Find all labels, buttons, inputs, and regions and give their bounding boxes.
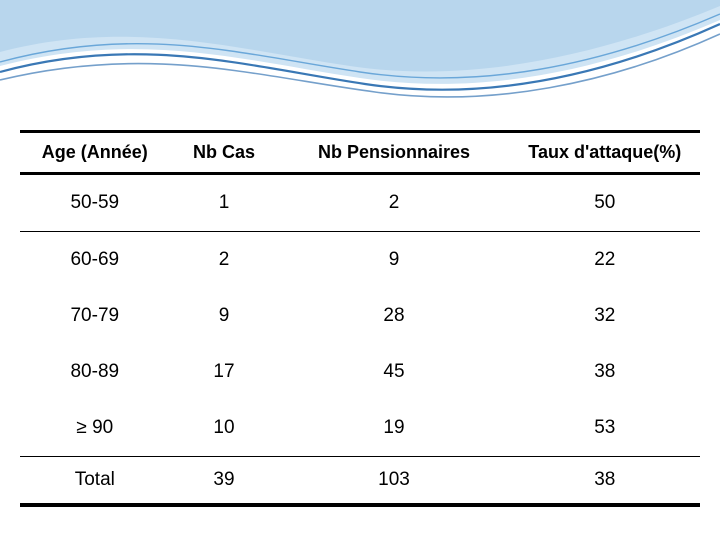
cell-taux: 50 [510, 173, 700, 231]
cell-total-label: Total [20, 456, 170, 505]
table-row: 50-59 1 2 50 [20, 173, 700, 231]
cell-pens: 19 [278, 400, 509, 457]
cell-pens: 28 [278, 288, 509, 344]
cell-taux: 53 [510, 400, 700, 457]
wave-fill-mid [0, 0, 720, 71]
cell-pens: 9 [278, 231, 509, 288]
col-header-cas: Nb Cas [170, 132, 279, 174]
cell-total-taux: 38 [510, 456, 700, 505]
wave-line-outer [0, 24, 720, 90]
table-row: ≥ 90 10 19 53 [20, 400, 700, 457]
wave-line-inner [0, 14, 720, 78]
cell-age: 50-59 [20, 173, 170, 231]
cell-taux: 38 [510, 344, 700, 400]
col-header-taux: Taux d'attaque(%) [510, 132, 700, 174]
table-header-row: Age (Année) Nb Cas Nb Pensionnaires Taux… [20, 132, 700, 174]
cell-age: 70-79 [20, 288, 170, 344]
header-wave-decoration [0, 0, 720, 130]
cell-taux: 32 [510, 288, 700, 344]
table-row: 70-79 9 28 32 [20, 288, 700, 344]
table-total-row: Total 39 103 38 [20, 456, 700, 505]
col-header-pens: Nb Pensionnaires [278, 132, 509, 174]
wave-fill [0, 0, 720, 84]
cell-cas: 17 [170, 344, 279, 400]
cell-pens: 45 [278, 344, 509, 400]
cell-age: 60-69 [20, 231, 170, 288]
cell-cas: 9 [170, 288, 279, 344]
table-row: 80-89 17 45 38 [20, 344, 700, 400]
attack-rate-table-container: Age (Année) Nb Cas Nb Pensionnaires Taux… [20, 130, 700, 507]
cell-cas: 2 [170, 231, 279, 288]
cell-cas: 10 [170, 400, 279, 457]
cell-age: 80-89 [20, 344, 170, 400]
cell-age: ≥ 90 [20, 400, 170, 457]
attack-rate-table: Age (Année) Nb Cas Nb Pensionnaires Taux… [20, 130, 700, 507]
cell-total-pens: 103 [278, 456, 509, 505]
cell-taux: 22 [510, 231, 700, 288]
col-header-age: Age (Année) [20, 132, 170, 174]
cell-pens: 2 [278, 173, 509, 231]
wave-line-outer-2 [0, 34, 720, 97]
col-header-taux-text: Taux d'attaque(%) [528, 142, 681, 162]
cell-cas: 1 [170, 173, 279, 231]
table-row: 60-69 2 9 22 [20, 231, 700, 288]
cell-total-cas: 39 [170, 456, 279, 505]
